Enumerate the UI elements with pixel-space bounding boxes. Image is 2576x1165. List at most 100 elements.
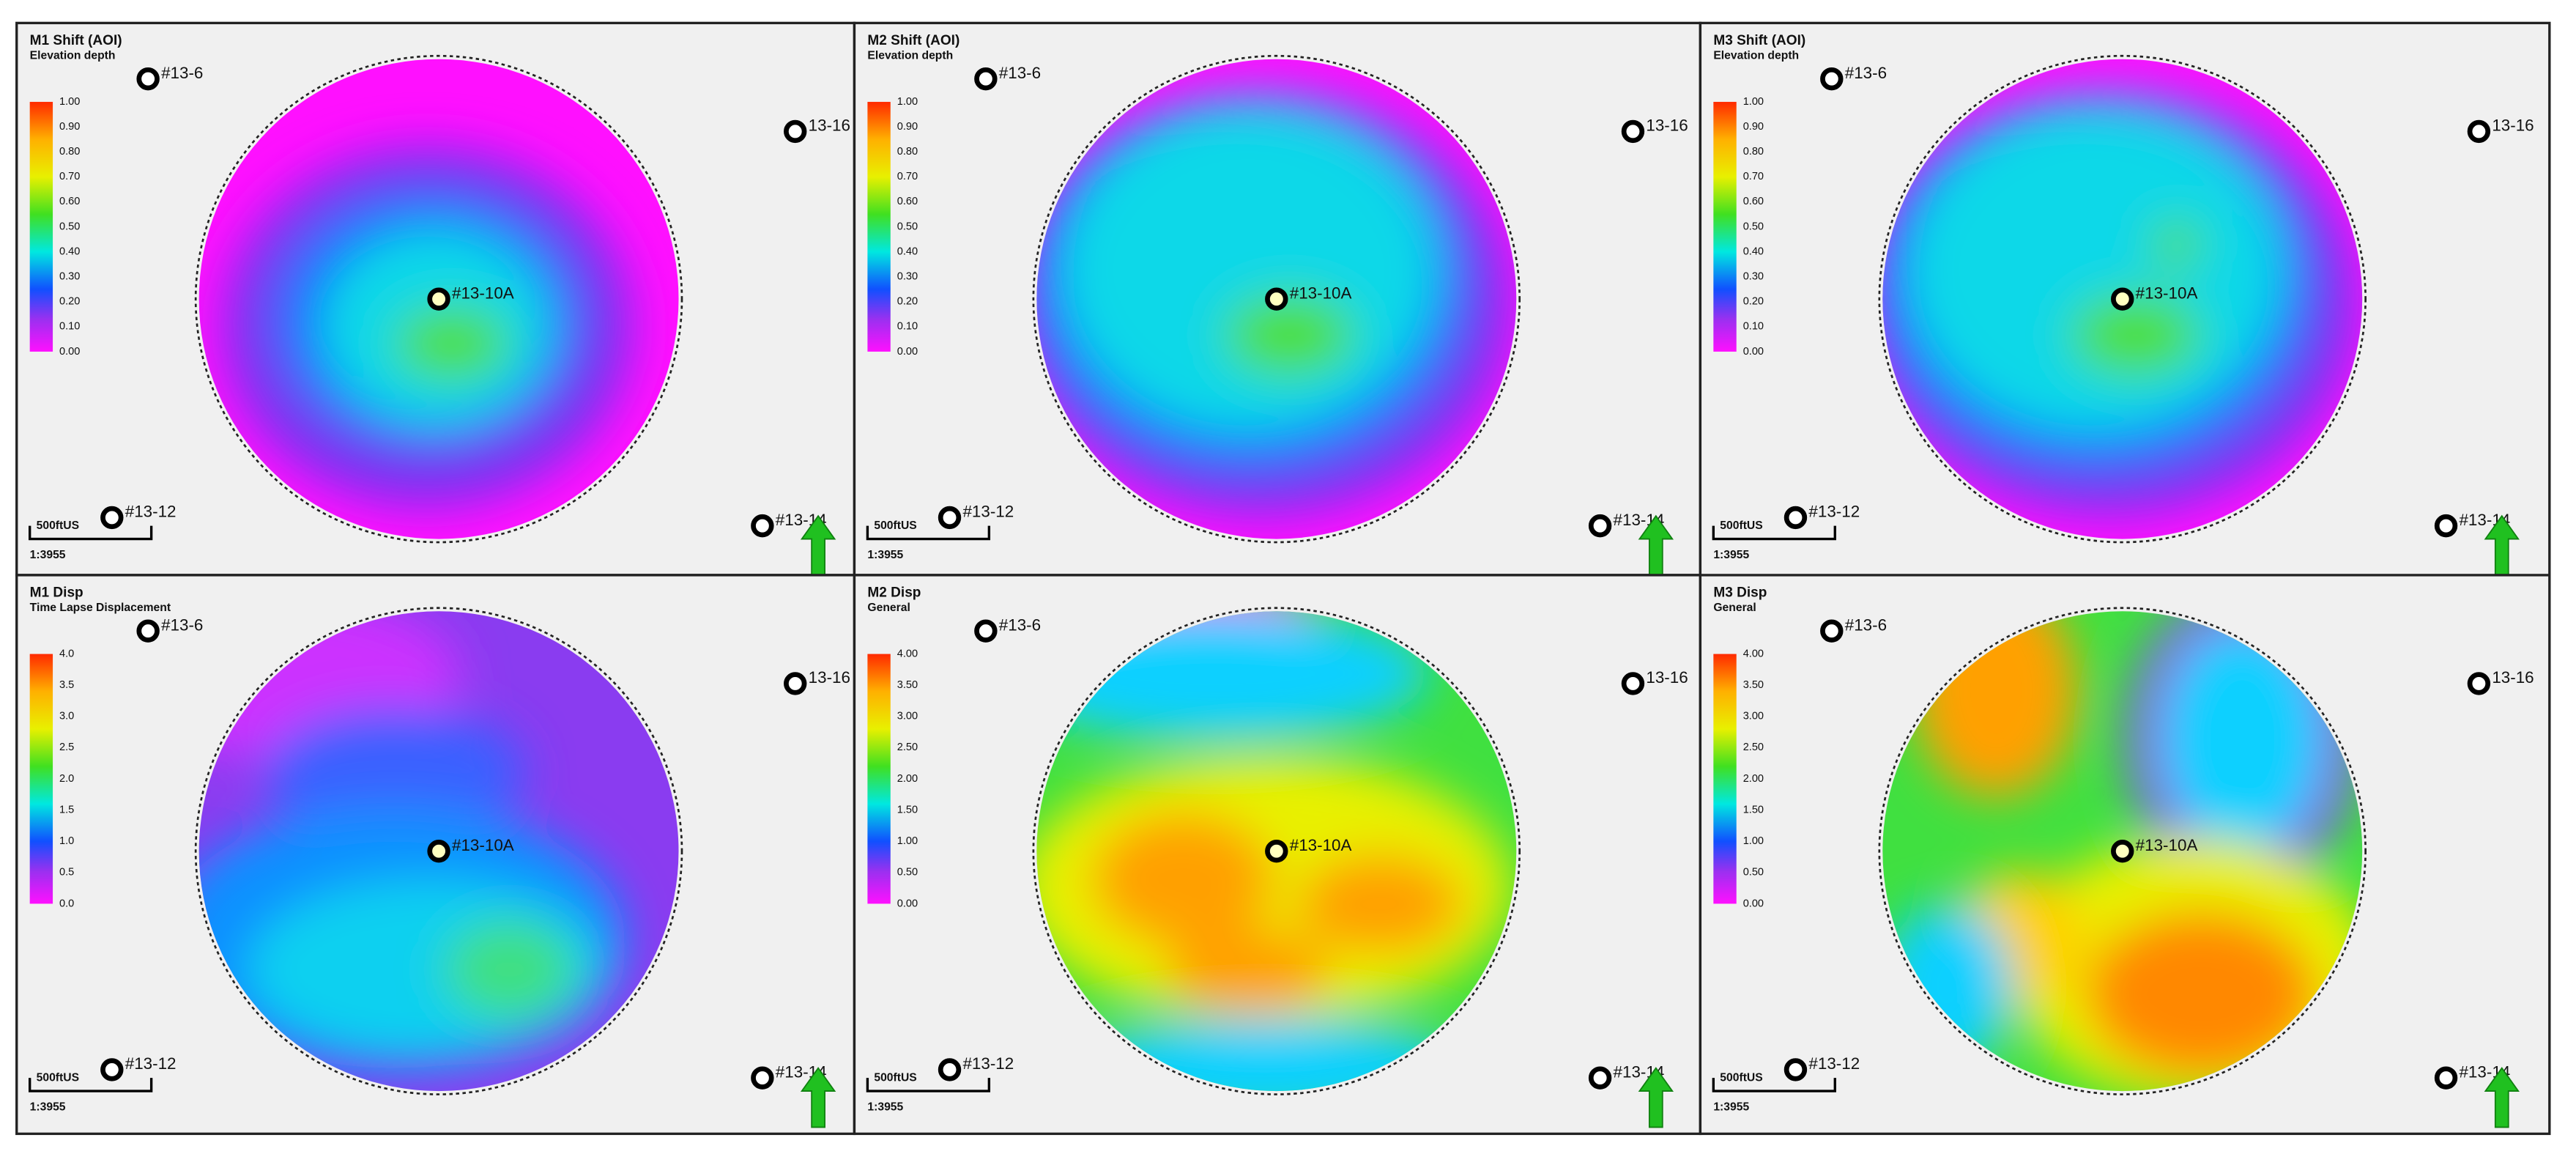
well-label: #13-6 <box>1845 64 1887 82</box>
colorbar-label: 0.50 <box>897 221 918 232</box>
colorbar-label: 0.10 <box>897 321 918 333</box>
heatmap <box>198 59 679 539</box>
colorbar-label: 3.00 <box>897 711 918 722</box>
well-marker <box>2111 839 2134 863</box>
colorbar-label: 0.30 <box>59 270 80 282</box>
colorbar-label: 3.50 <box>897 679 918 691</box>
colorbar-label: 1.5 <box>59 804 74 815</box>
colorbar-label: 0.80 <box>59 146 80 158</box>
colorbar-label: 1.00 <box>1743 96 1764 108</box>
well-label: #13-10A <box>2136 284 2198 302</box>
well-marker <box>2467 119 2491 144</box>
heatmap-blob <box>2086 911 2317 1076</box>
heatmap <box>1882 611 2363 1092</box>
well-marker <box>136 619 160 643</box>
well-marker <box>2434 1066 2458 1090</box>
colorbar <box>867 102 891 352</box>
scale-ratio: 1:3955 <box>867 1101 903 1114</box>
well-label: #13-12 <box>1808 503 1860 521</box>
colorbar-label: 0.70 <box>59 171 80 182</box>
well-label: #13-12 <box>962 503 1014 521</box>
well-marker <box>751 1066 774 1090</box>
well-label: #13-12 <box>962 1054 1014 1073</box>
well-marker <box>100 1058 124 1081</box>
well-label: #13-6 <box>999 64 1041 82</box>
scale-bar-label: 500ftUS <box>874 1071 916 1084</box>
colorbar-label: 1.00 <box>897 96 918 108</box>
panel-subtitle: Elevation depth <box>1713 49 1799 62</box>
heatmap-blobs <box>1036 89 1512 517</box>
well-marker <box>2467 672 2491 695</box>
well-marker <box>427 839 450 863</box>
colorbar-label: 2.50 <box>897 741 918 753</box>
colorbar-label: 2.00 <box>897 773 918 785</box>
well-label: #13-6 <box>161 615 203 634</box>
aoi-boundary <box>194 607 683 1095</box>
well-label: #13-6 <box>161 64 203 82</box>
colorbar-label: 0.30 <box>897 270 918 282</box>
heatmap-blob <box>2160 624 2325 855</box>
well-label: #13-10A <box>452 836 514 854</box>
well-marker <box>938 1058 962 1081</box>
scale-ratio: 1:3955 <box>1713 549 1749 561</box>
panel-subtitle: General <box>867 602 910 614</box>
well-marker <box>1265 839 1288 863</box>
heatmap-blob <box>1297 854 1463 953</box>
colorbar-label: 1.00 <box>1743 835 1764 847</box>
heatmap-blob <box>2152 220 2202 270</box>
colorbar-label: 0.70 <box>1743 171 1764 182</box>
colorbar <box>1713 102 1737 352</box>
scale-bar <box>1712 525 1836 541</box>
colorbar-label: 0.10 <box>59 321 80 333</box>
well-marker <box>1621 672 1645 695</box>
colorbar <box>29 654 53 904</box>
colorbar-label: 3.00 <box>1743 711 1764 722</box>
heatmap <box>1882 59 2363 539</box>
well-marker <box>751 514 774 538</box>
colorbar-label: 0.90 <box>897 121 918 133</box>
colorbar-label: 0.10 <box>1743 321 1764 333</box>
well-label: #13-12 <box>125 1054 177 1073</box>
heatmap-blob <box>443 920 576 1019</box>
well-marker <box>100 506 124 530</box>
north-arrow <box>2484 1067 2520 1128</box>
colorbar-label: 0.50 <box>59 221 80 232</box>
colorbar-label: 0.00 <box>897 346 918 358</box>
scale-bar <box>866 525 991 541</box>
panel-title: M2 Disp <box>867 585 921 601</box>
aoi-boundary <box>1032 54 1521 544</box>
well-label: 13-16 <box>1646 116 1688 135</box>
well-label: #13-6 <box>999 615 1041 634</box>
colorbar-label: 0.00 <box>1743 898 1764 909</box>
colorbar-label: 0.0 <box>59 898 74 909</box>
well-marker <box>1783 506 1808 530</box>
colorbar-label: 0.90 <box>1743 121 1764 133</box>
well-marker <box>1820 67 1844 91</box>
colorbar-label: 0.60 <box>59 196 80 207</box>
well-marker <box>1265 287 1288 311</box>
colorbar-label: 0.00 <box>59 346 80 358</box>
well-marker <box>427 287 450 311</box>
colorbar-label: 0.50 <box>897 867 918 879</box>
well-label: 13-16 <box>1646 668 1688 687</box>
map-panel: M2 Shift (AOI)Elevation depth 1.00 0.90 0.8… <box>853 21 1702 577</box>
scale-bar <box>28 525 153 541</box>
scale-bar-label: 500ftUS <box>37 1071 79 1084</box>
heatmap-blobs <box>198 611 625 1068</box>
panel-title: M1 Shift (AOI) <box>30 33 122 48</box>
panel-title: M1 Disp <box>30 585 83 601</box>
panel-subtitle: Time Lapse Displacement <box>30 602 171 614</box>
map-panel: M3 Shift (AOI)Elevation depth 1.00 0.90 0.8… <box>1699 21 2551 580</box>
scale-bar-label: 500ftUS <box>1720 1071 1762 1084</box>
panel-subtitle: Elevation depth <box>867 49 953 62</box>
well-marker <box>2111 287 2134 311</box>
well-label: #13-12 <box>1808 1054 1860 1073</box>
colorbar-label: 3.5 <box>59 679 74 691</box>
heatmap-blob <box>263 706 526 838</box>
heatmap-blob <box>1224 294 1356 377</box>
colorbar-label: 0.80 <box>897 146 918 158</box>
aoi-boundary <box>1878 54 2367 544</box>
colorbar-label: 2.50 <box>1743 741 1764 753</box>
colorbar-label: 0.00 <box>897 898 918 909</box>
